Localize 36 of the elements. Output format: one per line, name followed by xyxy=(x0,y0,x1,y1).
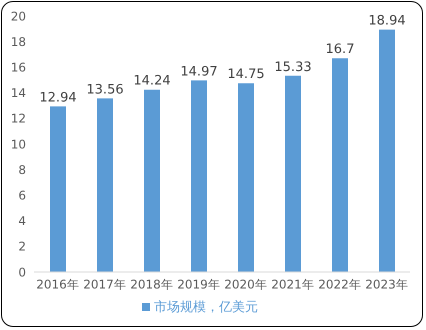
x-tick-label: 2020年 xyxy=(224,278,267,292)
data-label: 12.94 xyxy=(39,90,77,106)
y-tick-label: 2 xyxy=(18,240,26,254)
y-tick-label: 4 xyxy=(18,214,26,228)
y-tick-label: 0 xyxy=(18,265,26,280)
data-label: 13.56 xyxy=(86,82,124,98)
x-tick-label: 2018年 xyxy=(130,278,173,292)
data-label: 14.97 xyxy=(180,64,218,80)
x-tick-label: 2022年 xyxy=(318,278,361,292)
legend-label: 市场规模，亿美元 xyxy=(154,300,258,315)
x-tick-label: 2016年 xyxy=(36,278,79,292)
data-label: 16.7 xyxy=(326,42,354,58)
bar xyxy=(285,76,301,272)
y-tick-label: 18 xyxy=(10,34,26,49)
data-label: 14.75 xyxy=(227,67,265,82)
bar xyxy=(144,90,160,272)
x-tick-label: 2017年 xyxy=(83,278,126,292)
x-tick-label: 2019年 xyxy=(177,278,220,292)
bar xyxy=(238,83,254,272)
data-label: 18.94 xyxy=(368,14,406,29)
y-tick-label: 20 xyxy=(10,9,26,24)
y-tick-label: 8 xyxy=(18,162,26,177)
bar xyxy=(191,80,207,272)
y-tick-label: 16 xyxy=(10,60,26,74)
y-tick-label: 12 xyxy=(10,112,26,126)
bar xyxy=(332,58,348,272)
bar xyxy=(97,98,113,272)
y-tick-label: 10 xyxy=(10,137,26,152)
x-tick-label: 2021年 xyxy=(271,278,314,292)
bar xyxy=(379,30,395,272)
data-label: 15.33 xyxy=(274,60,312,75)
y-tick-label: 6 xyxy=(18,188,26,202)
data-label: 14.24 xyxy=(133,74,171,89)
x-tick-label: 2023年 xyxy=(365,278,408,292)
bar xyxy=(50,106,66,272)
y-tick-label: 14 xyxy=(10,86,26,100)
